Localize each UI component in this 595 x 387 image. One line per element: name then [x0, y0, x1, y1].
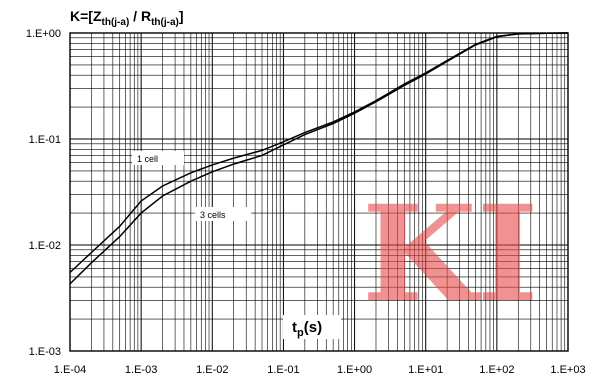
series-label-background [195, 207, 251, 221]
series-lines: 1 cell 3 cells [69, 32, 569, 285]
plot-frame [69, 32, 569, 352]
x-tick-label: 1.E-03 [125, 364, 157, 376]
series-label-background [132, 151, 184, 165]
x-tick-label: 1.E-04 [54, 364, 86, 376]
x-tick-label: 1.E+00 [337, 364, 372, 376]
x-tick-label: 1.E-02 [196, 364, 228, 376]
x-axis-label-unit: (s) [304, 319, 322, 336]
y-tick-label: 1.E-03 [29, 346, 61, 358]
y-tick-label: 1.E-01 [29, 134, 61, 146]
y-tick-label: 1.E+00 [26, 28, 61, 40]
x-axis-label-main: t [292, 319, 297, 336]
xlabel-background [283, 315, 341, 339]
series-label: 1 cell [137, 154, 158, 164]
watermark-text: KI [362, 177, 538, 332]
series-line-3-cells [69, 32, 569, 285]
x-axis-label: tp(s) [292, 319, 322, 339]
x-tick-label: 1.E-01 [267, 364, 299, 376]
title-sub-1: th(j-a) [102, 17, 130, 28]
x-axis-label-sub: p [297, 327, 304, 339]
title-sub-2: th(j-a) [151, 17, 179, 28]
watermark: KI [362, 177, 538, 332]
tick-labels: 1.E-04 1.E-03 1.E-02 1.E-01 1.E+00 1.E+01 1.E+… [26, 28, 586, 376]
chart-title: K=[Zth(j-a) / Rth(j-a)] [70, 8, 184, 28]
series-label: 3 cells [200, 210, 226, 220]
x-tick-label: 1.E+01 [408, 364, 443, 376]
title-main-3: ] [179, 8, 184, 24]
title-main-1: K=[Z [70, 8, 102, 24]
y-tick-label: 1.E-02 [29, 240, 61, 252]
grid-lines [69, 33, 568, 352]
x-tick-label: 1.E+02 [479, 364, 514, 376]
x-tick-label: 1.E+03 [550, 364, 585, 376]
axis-frame [69, 32, 569, 352]
title-main-2: / R [129, 8, 151, 24]
